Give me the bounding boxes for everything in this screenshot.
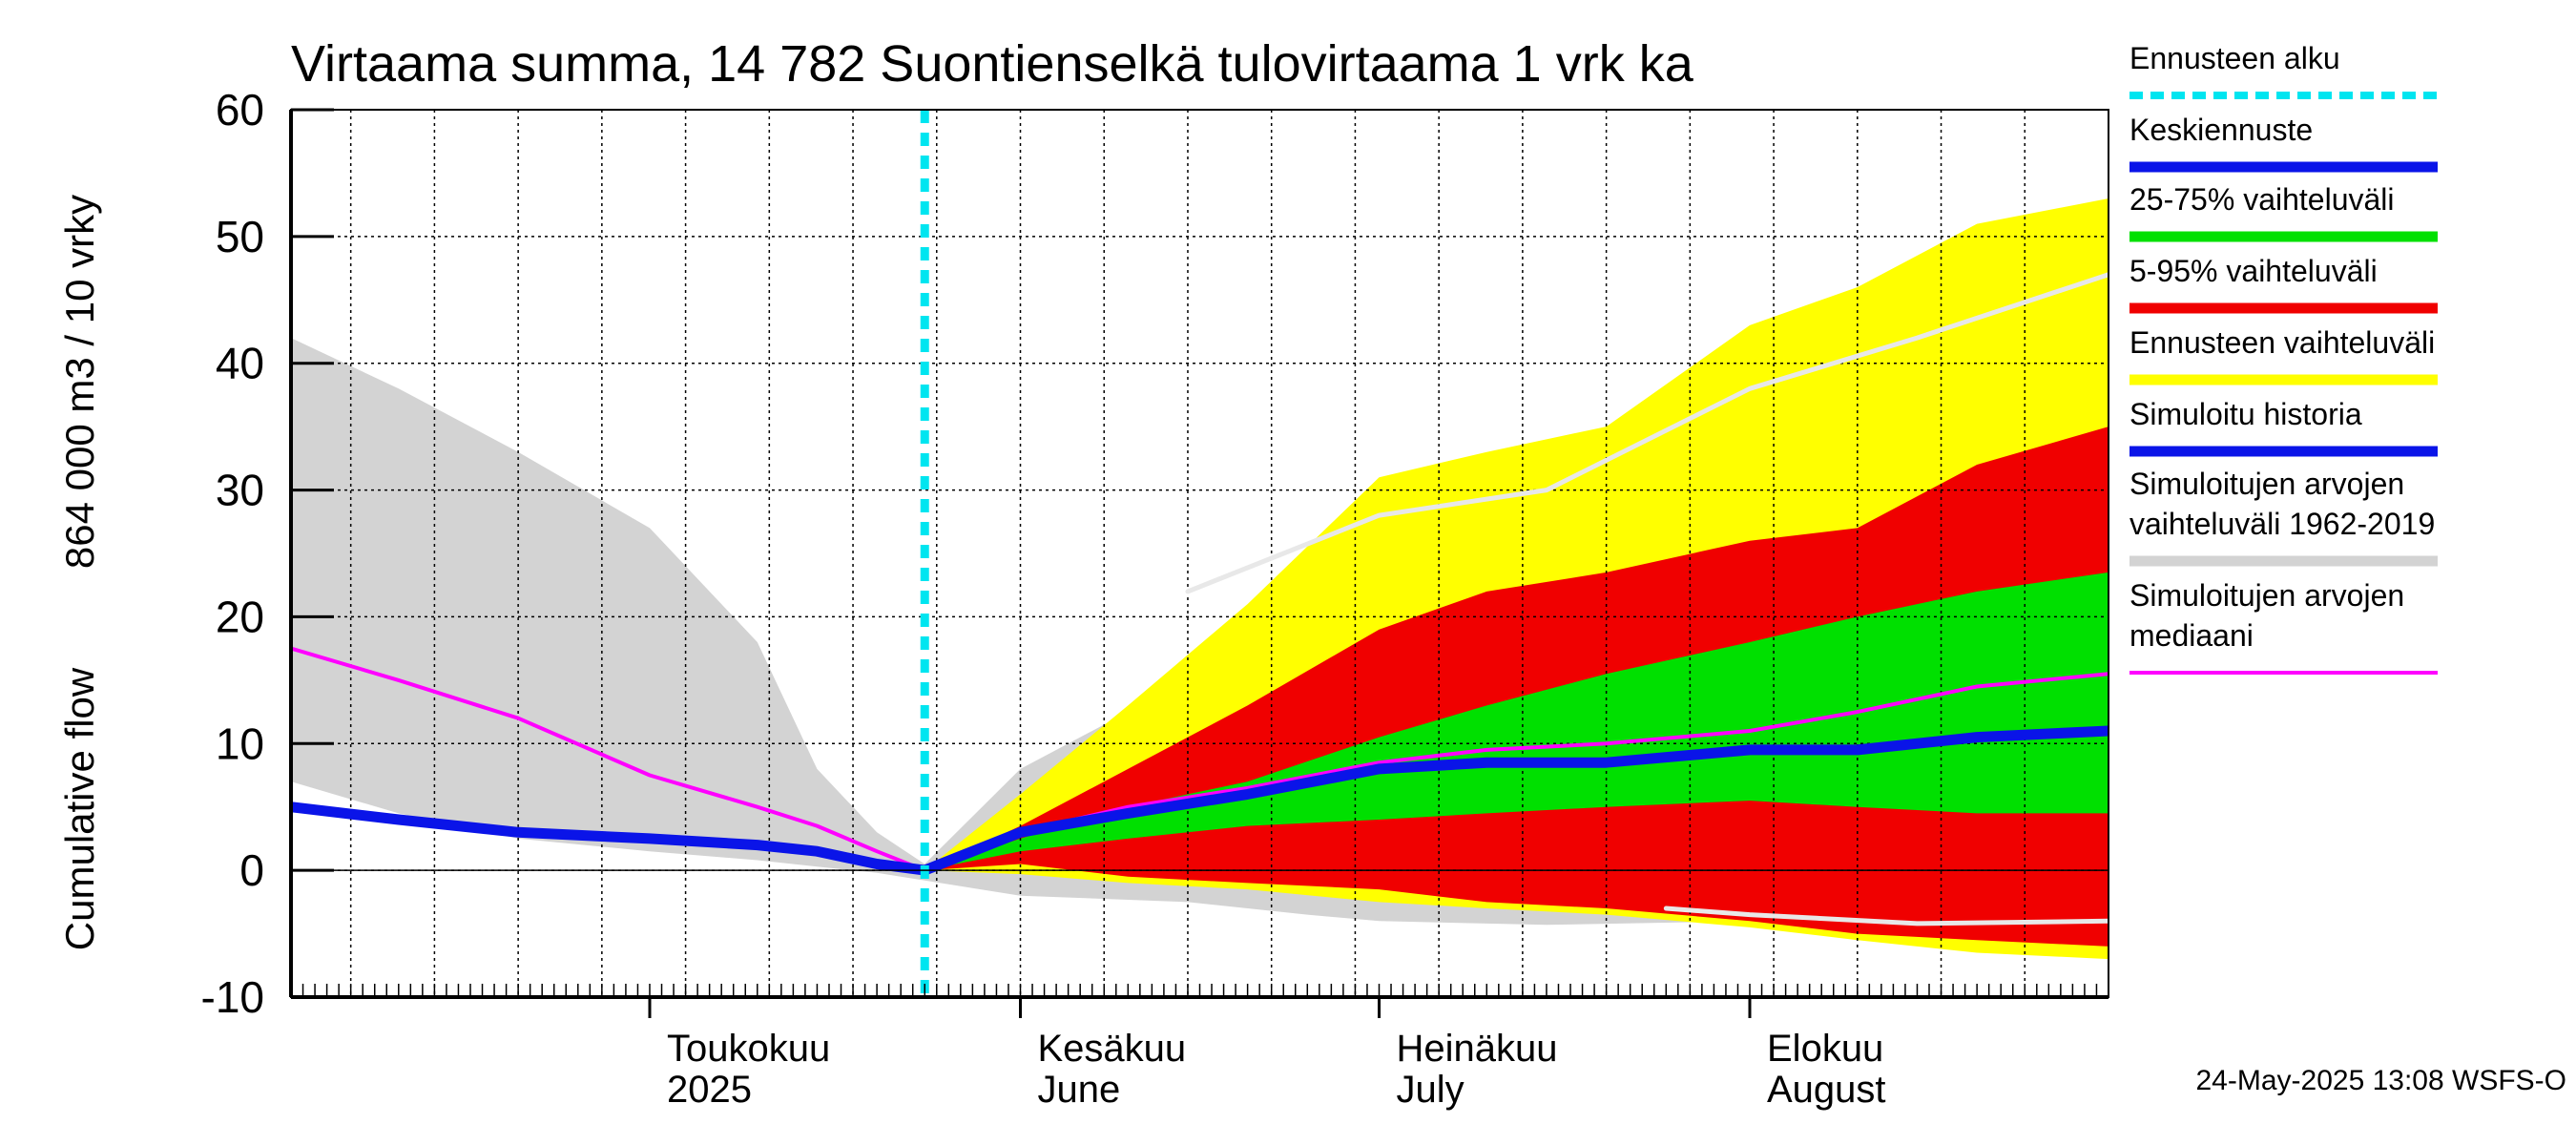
x-month-sublabel: 2025	[667, 1069, 752, 1111]
y-tick-label: -10	[201, 972, 264, 1022]
median-forecast-line	[919, 725, 2109, 876]
simulated-history-line	[291, 802, 930, 876]
y-axis-label-title: Cumulative flow	[57, 667, 102, 950]
y-tick-label: 50	[216, 212, 264, 261]
historical-range-lower-line	[1663, 906, 2109, 926]
legend-label-line2: vaihteluväli 1962-2019	[2129, 507, 2435, 541]
legend-label: Keskiennuste	[2129, 113, 2313, 147]
x-month-sublabel: August	[1767, 1069, 1886, 1111]
y-tick-label: 30	[216, 466, 264, 515]
historical-range-upper-line	[1185, 272, 2109, 594]
timestamp-footer: 24-May-2025 13:08 WSFS-O	[2196, 1065, 2567, 1096]
x-month-label: Kesäkuu	[1038, 1028, 1187, 1070]
chart-title: Virtaama summa, 14 782 Suontienselkä tul…	[291, 35, 1694, 93]
legend-label: Ennusteen alku	[2129, 41, 2340, 75]
y-tick-label: 0	[239, 845, 264, 895]
x-month-label: Toukokuu	[667, 1028, 830, 1070]
y-tick-label: 60	[216, 85, 264, 135]
y-axis-label-group: 864 000 m3 / 10 vrky Cumulative flow	[57, 195, 102, 950]
y-tick-label: 40	[216, 339, 264, 388]
y-tick-label: 10	[216, 718, 264, 768]
legend-label: Simuloitu historia	[2129, 397, 2362, 431]
legend-label-line2: mediaani	[2129, 618, 2254, 653]
legend-label: Ennusteen vaihteluväli	[2129, 325, 2435, 360]
legend-label: 5-95% vaihteluväli	[2129, 254, 2378, 288]
legend-label-line1: Simuloitujen arvojen	[2129, 578, 2404, 613]
series-lines	[291, 110, 2109, 997]
y-axis-label-units: 864 000 m3 / 10 vrky	[57, 195, 102, 569]
x-month-label: Elokuu	[1767, 1028, 1883, 1070]
x-month-sublabel: July	[1396, 1069, 1464, 1111]
x-month-label: Heinäkuu	[1396, 1028, 1557, 1070]
legend-label-line1: Simuloitujen arvojen	[2129, 467, 2404, 501]
x-month-sublabel: June	[1038, 1069, 1121, 1111]
y-tick-label: 20	[216, 592, 264, 641]
legend: Ennusteen alku Keskiennuste 25-75% vaihtel…	[2129, 41, 2438, 675]
legend-label: 25-75% vaihteluväli	[2129, 182, 2395, 217]
